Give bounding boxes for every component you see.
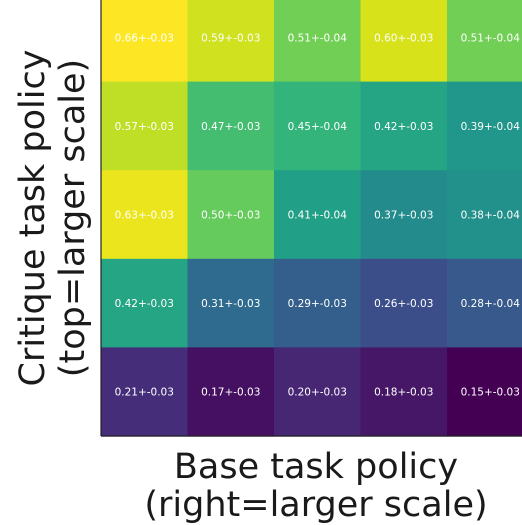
heatmap-cell-label-r0-c4: 0.51+-0.04 [461,32,521,44]
heatmap-cell-label-r1-c1: 0.47+-0.03 [201,121,260,133]
heatmap-cell-r4-c2 [274,347,362,437]
heatmap-cell-label-r0-c3: 0.60+-0.03 [374,32,433,44]
heatmap-cell-label-r3-c4: 0.28+-0.04 [461,298,521,310]
heatmap-cell-r1-c1 [187,81,275,171]
heatmap-cell-label-r4-c1: 0.17+-0.03 [201,387,260,399]
heatmap-cell-label-r1-c4: 0.39+-0.04 [461,121,521,133]
heatmap-cell-r1-c4 [447,81,522,171]
heatmap-cell-r0-c1 [187,0,275,83]
y-axis-title-line-2: (top=larger scale) [53,59,93,377]
heatmap-cell-r1-c2 [274,81,362,171]
heatmap-cell-r4-c3 [360,347,448,437]
y-axis-title: Critique task policy (top=larger scale) [13,50,93,387]
heatmap-cell-label-r2-c3: 0.37+-0.03 [374,210,433,222]
y-axis-title-line-1: Critique task policy [13,50,53,387]
heatmap-cell-label-r4-c4: 0.15+-0.03 [461,387,520,399]
x-axis-title-line-1: Base task policy [174,447,458,487]
heatmap-cell-r2-c3 [360,170,448,260]
heatmap-cell-label-r1-c3: 0.42+-0.03 [374,121,433,133]
heatmap-cell-label-r2-c1: 0.50+-0.03 [201,210,260,222]
heatmap-cell-label-r3-c1: 0.31+-0.03 [201,298,260,310]
heatmap-cell-label-r4-c0: 0.21+-0.03 [115,387,174,399]
heatmap-cell-labels: 0.66+-0.03 0.59+-0.03 0.51+-0.04 0.60+-0.03… [115,32,521,398]
heatmap-cell-label-r0-c1: 0.59+-0.03 [201,32,260,44]
heatmap-cell-r0-c2 [274,0,362,83]
heatmap-cell-label-r2-c0: 0.63+-0.03 [115,210,174,222]
heatmap-cell-label-r1-c0: 0.57+-0.03 [115,121,174,133]
heatmap-cell-label-r3-c3: 0.26+-0.03 [374,298,433,310]
heatmap-cell-r2-c2 [274,170,362,260]
heatmap-cell-r2-c0 [101,170,189,260]
heatmap-cell-r0-c3 [360,0,448,83]
heatmap-cell-label-r1-c2: 0.45+-0.04 [288,121,348,133]
heatmap-cell-r3-c1 [187,258,275,348]
heatmap-cell-label-r4-c3: 0.18+-0.03 [374,387,433,399]
heatmap-cell-label-r3-c2: 0.29+-0.03 [288,298,347,310]
heatmap-cell-label-r2-c4: 0.38+-0.04 [461,210,521,222]
heatmap-cell-r1-c0 [101,81,189,171]
heatmap-cell-r0-c0 [101,0,189,83]
heatmap-cell-r0-c4 [447,0,522,83]
x-axis-title-line-2: (right=larger scale) [144,485,487,525]
heatmap-cell-r4-c4 [447,347,522,437]
heatmap-cell-r2-c1 [187,170,275,260]
heatmap-cell-r1-c3 [360,81,448,171]
heatmap-cell-r4-c0 [101,347,189,437]
heatmap-cell-r4-c1 [187,347,275,437]
heatmap-cell-r3-c4 [447,258,522,348]
heatmap-cell-r3-c0 [101,258,189,348]
heatmap-cell-label-r3-c0: 0.42+-0.03 [115,298,174,310]
heatmap-cell-r2-c4 [447,170,522,260]
heatmap-cell-label-r0-c0: 0.66+-0.03 [115,32,174,44]
heatmap-cells [101,0,522,437]
heatmap-cell-label-r2-c2: 0.41+-0.04 [288,210,348,222]
heatmap-cell-r3-c2 [274,258,362,348]
heatmap-cell-label-r0-c2: 0.51+-0.04 [288,32,348,44]
heatmap-cell-label-r4-c2: 0.20+-0.03 [288,387,347,399]
heatmap-cell-r3-c3 [360,258,448,348]
